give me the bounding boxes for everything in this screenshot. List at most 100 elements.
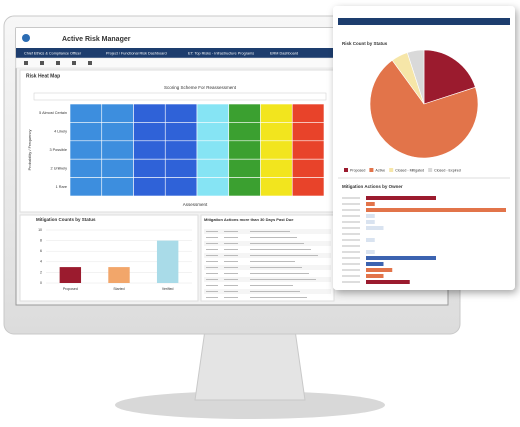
tool-icon[interactable] — [24, 61, 28, 65]
bar — [156, 240, 179, 283]
panel-title: Risk Heat Map — [26, 73, 60, 79]
tool-icon[interactable] — [56, 61, 60, 65]
heat-cell — [69, 158, 103, 178]
heat-cell — [196, 140, 230, 160]
heat-cell — [133, 140, 166, 160]
heat-cell — [196, 103, 230, 123]
pie-slice — [406, 49, 425, 105]
x-tick-label: Started — [113, 287, 124, 291]
heat-cell — [69, 177, 103, 197]
stand-neck — [194, 329, 306, 401]
bar — [366, 280, 410, 284]
overlay-bar — [338, 18, 510, 25]
y-tick-label: 0 — [40, 281, 42, 285]
heat-cell — [196, 177, 230, 197]
heat-cell — [228, 122, 261, 142]
heat-cell — [133, 158, 166, 178]
heat-map-subtitle: Scoring Scheme For Reassessment — [164, 85, 237, 90]
heat-cell — [164, 158, 198, 178]
tool-icon[interactable] — [88, 61, 92, 65]
heat-cell — [228, 158, 261, 178]
heat-cell — [291, 158, 325, 178]
bar — [366, 262, 384, 266]
bar — [108, 267, 130, 283]
heat-cell — [260, 177, 293, 197]
heat-cell — [291, 122, 325, 142]
heat-cell — [101, 122, 134, 142]
heat-cell — [260, 140, 293, 160]
legend-label: Active — [375, 168, 385, 172]
row-label: 4 Likely — [54, 130, 67, 134]
row-label: 2 Unlikely — [51, 166, 68, 170]
pie-slice — [369, 59, 479, 159]
tab[interactable]: Project / Functional Risk Dashboard — [106, 52, 167, 56]
heat-cell — [228, 177, 261, 197]
legend-swatch — [428, 168, 433, 172]
app-title: Active Risk Manager — [62, 36, 131, 43]
heat-cell — [101, 103, 134, 123]
x-tick-label: Verified — [162, 287, 174, 291]
panel-title: Mitigation Actions more than 30 Days Pas… — [204, 217, 294, 222]
heat-cell — [133, 177, 166, 197]
tool-icon[interactable] — [72, 61, 76, 65]
heat-cell — [228, 103, 261, 123]
heat-cell — [196, 122, 230, 142]
tab[interactable]: Chief Ethics & Compliance Officer — [24, 52, 82, 56]
stand-base — [115, 391, 385, 419]
bar — [366, 226, 384, 230]
bar — [366, 250, 375, 254]
bar — [366, 208, 506, 212]
heat-cell — [260, 122, 293, 142]
heat-cell — [101, 177, 134, 197]
legend-label: Closed - Expired — [434, 168, 461, 172]
panel-title: Mitigation Counts by Status — [36, 217, 96, 222]
logo — [22, 34, 30, 42]
y-tick-label: 2 — [40, 270, 42, 274]
heat-cell — [291, 103, 325, 123]
heat-cell — [69, 103, 103, 123]
heat-cell — [133, 122, 166, 142]
y-axis-label: Probability / Frequency — [27, 130, 32, 171]
heat-cell — [291, 177, 325, 197]
heat-cell — [69, 122, 103, 142]
bar — [366, 214, 375, 218]
bar — [366, 238, 375, 242]
heat-cell — [196, 158, 230, 178]
heat-cell — [260, 103, 293, 123]
heat-cell — [69, 140, 103, 160]
heat-cell — [228, 140, 261, 160]
tab-bar[interactable] — [16, 48, 448, 58]
scheme-dropdown[interactable] — [33, 92, 327, 101]
heat-cell — [133, 103, 166, 123]
legend-label: Proposed — [350, 168, 365, 172]
heat-cell — [164, 122, 198, 142]
y-tick-label: 4 — [40, 260, 42, 264]
y-tick-label: 8 — [40, 239, 42, 243]
heat-cell — [164, 140, 198, 160]
y-tick-label: 10 — [38, 228, 42, 232]
heat-cell — [164, 103, 198, 123]
x-tick-label: Proposed — [63, 287, 78, 291]
legend-swatch — [389, 168, 394, 172]
tool-icon[interactable] — [40, 61, 44, 65]
heat-cell — [164, 177, 198, 197]
panel-title: Mitigation Actions by Owner — [342, 184, 403, 189]
heat-cell — [101, 140, 134, 160]
row-label: 1 Rare — [56, 185, 67, 189]
heat-cell — [291, 140, 325, 160]
bar — [366, 274, 384, 278]
row-label: 5 Almost Certain — [39, 111, 67, 115]
bar — [366, 202, 375, 206]
pie-slice — [423, 49, 476, 105]
row-label: 3 Possible — [49, 148, 67, 152]
y-tick-label: 6 — [40, 249, 42, 253]
panel-title: Risk Count by Status — [342, 41, 388, 46]
legend-swatch — [369, 168, 374, 172]
bar — [366, 196, 436, 200]
tab[interactable]: ET: Top Risks - Infrastructure Programs — [188, 52, 254, 56]
tab[interactable]: ERM Dashboard — [270, 52, 298, 56]
bar — [366, 256, 436, 260]
legend-label: Closed - Mitigated — [395, 168, 424, 172]
heat-cell — [101, 158, 134, 178]
